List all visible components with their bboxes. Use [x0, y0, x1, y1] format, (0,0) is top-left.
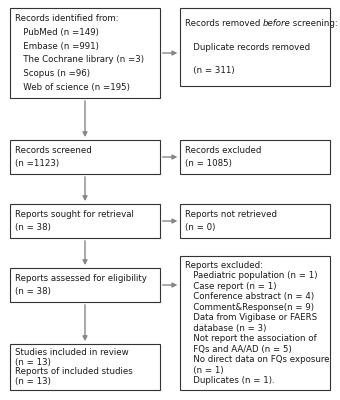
Text: Embase (n =991): Embase (n =991)	[15, 42, 99, 51]
Text: Records identified from:: Records identified from:	[15, 14, 118, 23]
Text: Paediatric population (n = 1): Paediatric population (n = 1)	[185, 271, 317, 280]
Text: database (n = 3): database (n = 3)	[185, 324, 266, 333]
Text: Case report (n = 1): Case report (n = 1)	[185, 282, 276, 291]
Text: (n = 1085): (n = 1085)	[185, 159, 232, 168]
Text: (n =1123): (n =1123)	[15, 159, 59, 168]
Bar	[10, 344, 160, 390]
Text: (n = 13): (n = 13)	[15, 358, 51, 367]
Bar	[180, 8, 330, 86]
Text: Records excluded: Records excluded	[185, 146, 261, 155]
Text: No direct data on FQs exposure: No direct data on FQs exposure	[185, 355, 329, 364]
Text: Conference abstract (n = 4): Conference abstract (n = 4)	[185, 292, 314, 301]
Text: (n = 13): (n = 13)	[15, 377, 51, 386]
Text: Records screened: Records screened	[15, 146, 91, 155]
Bar	[10, 204, 160, 238]
Bar	[180, 204, 330, 238]
Bar	[180, 256, 330, 390]
Text: The Cochrane library (n =3): The Cochrane library (n =3)	[15, 55, 143, 64]
Bar	[10, 8, 160, 98]
Text: Records removed: Records removed	[185, 19, 263, 28]
Text: Reports assessed for eligibility: Reports assessed for eligibility	[15, 274, 147, 283]
Text: (n = 38): (n = 38)	[15, 287, 51, 296]
Text: Duplicate records removed: Duplicate records removed	[185, 42, 310, 52]
Text: (n = 0): (n = 0)	[185, 223, 215, 232]
Bar	[10, 140, 160, 174]
Text: (n = 311): (n = 311)	[185, 66, 234, 75]
Text: (n = 1): (n = 1)	[185, 366, 223, 375]
Text: Reports excluded:: Reports excluded:	[185, 261, 262, 270]
Text: Reports of included studies: Reports of included studies	[15, 367, 132, 376]
Text: Data from Vigibase or FAERS: Data from Vigibase or FAERS	[185, 313, 317, 322]
Bar	[10, 268, 160, 302]
Text: screening:: screening:	[290, 19, 338, 28]
Text: Not report the association of: Not report the association of	[185, 334, 316, 343]
Text: (n = 38): (n = 38)	[15, 223, 51, 232]
Text: Studies included in review: Studies included in review	[15, 348, 128, 357]
Text: Comment&Response(n = 9): Comment&Response(n = 9)	[185, 303, 313, 312]
Text: Duplicates (n = 1).: Duplicates (n = 1).	[185, 376, 274, 385]
Text: before: before	[263, 19, 290, 28]
Text: Web of science (n =195): Web of science (n =195)	[15, 83, 130, 92]
Text: Reports not retrieved: Reports not retrieved	[185, 210, 277, 219]
Text: PubMed (n =149): PubMed (n =149)	[15, 28, 99, 37]
Text: Scopus (n =96): Scopus (n =96)	[15, 69, 90, 78]
Bar	[180, 140, 330, 174]
Text: FQs and AA/AD (n = 5): FQs and AA/AD (n = 5)	[185, 345, 291, 354]
Text: Reports sought for retrieval: Reports sought for retrieval	[15, 210, 134, 219]
